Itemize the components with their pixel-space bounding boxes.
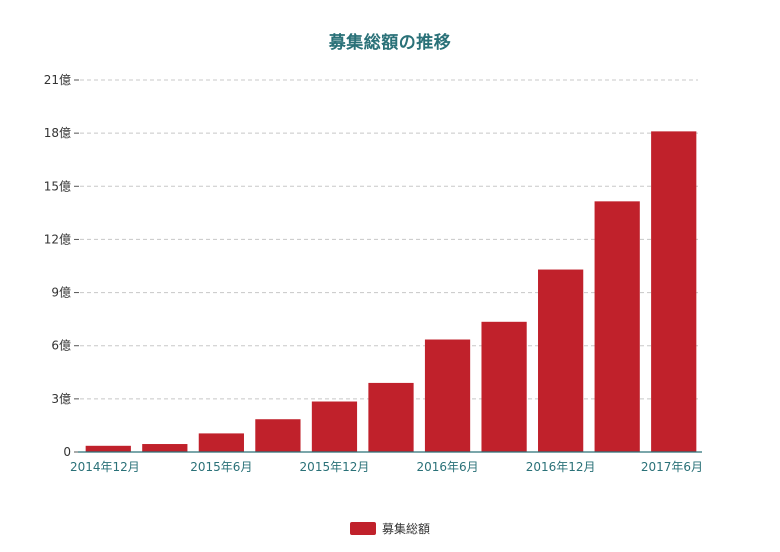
bar: [368, 382, 414, 452]
bar: [255, 419, 301, 452]
legend-swatch: [349, 522, 376, 535]
y-tick-label: 12億: [44, 232, 71, 246]
bar: [198, 433, 244, 452]
y-tick-label: 9億: [51, 286, 71, 300]
legend[interactable]: 募集総額: [0, 520, 780, 537]
y-tick-label: 18億: [44, 126, 71, 140]
y-tick-label: 3億: [51, 392, 71, 406]
bar: [481, 321, 527, 452]
y-tick-label: 6億: [51, 339, 71, 353]
y-tick-label: 0: [63, 445, 71, 459]
bar: [424, 339, 471, 452]
x-tick-label: 2016年6月: [416, 460, 478, 474]
y-tick-label: 15億: [44, 179, 71, 193]
bar: [651, 131, 697, 452]
bar: [85, 445, 131, 452]
x-tick-label: 2016年12月: [526, 460, 596, 474]
bar: [594, 201, 640, 452]
x-tick-label: 2017年6月: [641, 460, 703, 474]
x-tick-label: 2015年12月: [300, 460, 370, 474]
bar: [311, 401, 358, 452]
x-tick-label: 2014年12月: [70, 460, 140, 474]
y-tick-label: 21億: [44, 73, 71, 87]
x-tick-label: 2015年6月: [190, 460, 252, 474]
bar: [142, 444, 188, 452]
bar: [538, 269, 584, 452]
legend-label: 募集総額: [381, 522, 430, 536]
chart-title: 募集総額の推移: [328, 33, 452, 53]
